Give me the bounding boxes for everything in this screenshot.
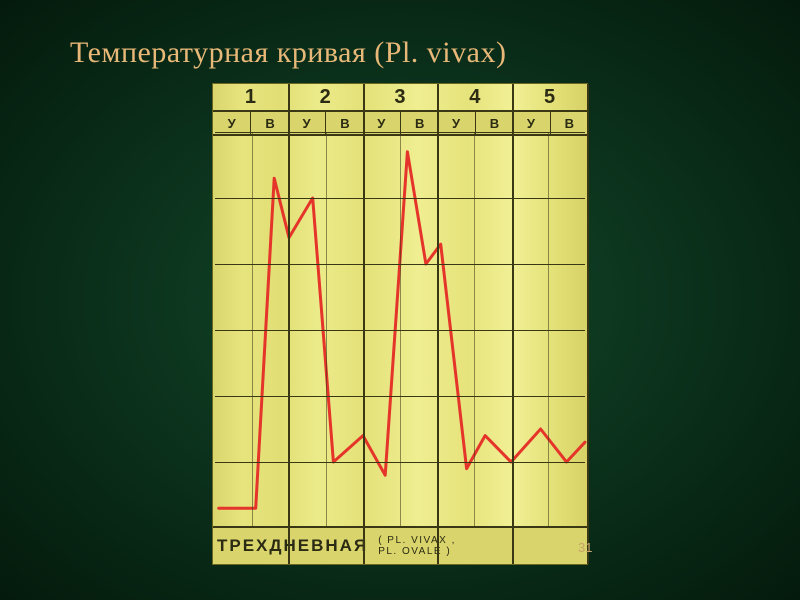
day-number: 1 <box>213 86 288 109</box>
day-boundary <box>363 84 365 564</box>
day-number: 4 <box>437 86 512 109</box>
sub-label-evening: В <box>250 112 288 134</box>
footer-sub-label: ( PL. VIVAX , PL. OVALE ) <box>378 535 456 557</box>
sub-label-morning: У <box>437 112 474 134</box>
footer-main-label: ТРЕХДНЕВНАЯ <box>213 536 368 556</box>
day-boundary <box>437 84 439 564</box>
h-gridline <box>215 132 585 133</box>
sub-label-evening: В <box>325 112 363 134</box>
sub-label-evening: В <box>550 112 588 134</box>
sub-label-evening: В <box>475 112 513 134</box>
sub-label-evening: В <box>400 112 438 134</box>
chart-plot-area <box>215 132 585 528</box>
sub-label-morning: У <box>363 112 400 134</box>
day-boundary <box>512 84 514 564</box>
day-number: 5 <box>512 86 587 109</box>
sub-label-morning: У <box>288 112 325 134</box>
h-gridline <box>215 198 585 199</box>
temperature-chart-card: УВУВУВУВУВ12345 ТРЕХДНЕВНАЯ ( PL. VIVAX … <box>213 84 587 564</box>
sub-label-morning: У <box>512 112 549 134</box>
day-number: 2 <box>288 86 363 109</box>
h-gridline <box>215 330 585 331</box>
day-boundary <box>288 84 290 564</box>
day-number: 3 <box>363 86 438 109</box>
slide-title: Температурная кривая (Pl. vivax) <box>70 36 506 70</box>
page-number: 31 <box>578 540 592 555</box>
chart-header: УВУВУВУВУВ12345 <box>213 84 587 132</box>
h-gridline <box>215 264 585 265</box>
h-gridline <box>215 396 585 397</box>
chart-footer: ТРЕХДНЕВНАЯ ( PL. VIVAX , PL. OVALE ) <box>213 526 587 564</box>
day-boundary <box>587 84 589 564</box>
h-gridline <box>215 462 585 463</box>
sub-label-morning: У <box>213 112 250 134</box>
